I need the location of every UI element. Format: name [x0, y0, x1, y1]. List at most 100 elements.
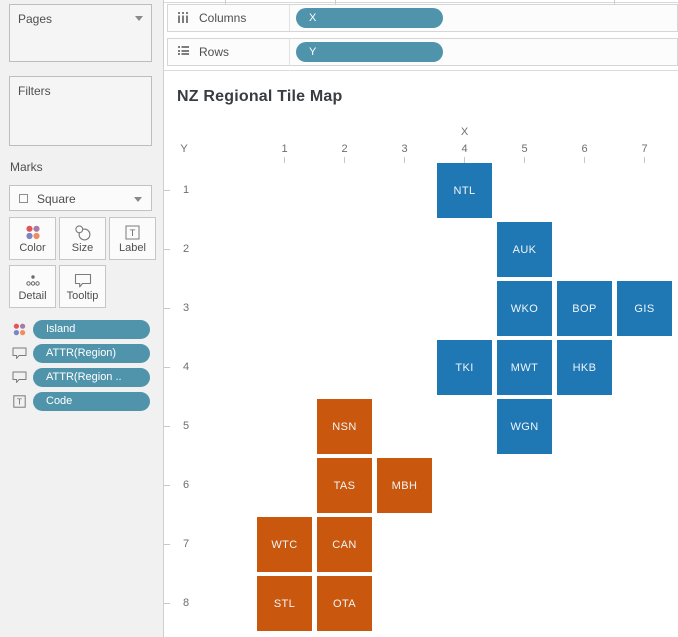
y-axis-label-4: 4	[182, 361, 190, 373]
y-axis-tick	[164, 485, 170, 486]
field-pill-attr-region[interactable]: ATTR(Region)	[33, 344, 150, 363]
color-dots-icon	[10, 218, 55, 242]
field-pill-attr-region-2[interactable]: ATTR(Region ..	[33, 368, 150, 387]
x-axis-label-3: 3	[401, 143, 408, 155]
marks-pill-row: T Code	[9, 392, 155, 411]
tile-ota[interactable]: OTA	[317, 576, 372, 631]
tile-wgn[interactable]: WGN	[497, 399, 552, 454]
label-button-label: Label	[119, 242, 146, 254]
pages-shelf-title: Pages	[18, 12, 53, 26]
detail-dots-icon	[10, 266, 55, 290]
filters-shelf-title: Filters	[18, 84, 51, 98]
field-pill-code[interactable]: Code	[33, 392, 150, 411]
x-axis-tick	[584, 157, 585, 163]
tile-mbh[interactable]: MBH	[377, 458, 432, 513]
rows-shelf-label: Rows	[199, 45, 230, 59]
rows-shelf[interactable]: Rows Y	[167, 38, 678, 66]
label-button[interactable]: T Label	[109, 217, 156, 260]
columns-pill-x[interactable]: X	[296, 8, 443, 28]
text-label-icon: T	[110, 218, 155, 242]
marks-pill-row: ATTR(Region)	[9, 344, 155, 363]
columns-shelf-label: Columns	[199, 11, 247, 25]
tile-wko[interactable]: WKO	[497, 281, 552, 336]
y-axis-tick	[164, 249, 170, 250]
sidebar: Pages Filters Marks Square Color Siz	[0, 0, 164, 637]
x-axis-tick	[524, 157, 525, 163]
x-axis-label-6: 6	[581, 143, 588, 155]
tile-ntl[interactable]: NTL	[437, 163, 492, 218]
marks-pill-row: ATTR(Region ..	[9, 368, 155, 387]
tile-bop[interactable]: BOP	[557, 281, 612, 336]
svg-text:T: T	[17, 397, 22, 407]
detail-button[interactable]: Detail	[9, 265, 56, 308]
rows-pill-y[interactable]: Y	[296, 42, 443, 62]
x-axis-title: X	[460, 126, 469, 138]
y-axis-label-7: 7	[182, 538, 190, 550]
field-pill-island[interactable]: Island	[33, 320, 150, 339]
tile-wtc[interactable]: WTC	[257, 517, 312, 572]
color-button[interactable]: Color	[9, 217, 56, 260]
square-mark-icon	[19, 194, 28, 203]
y-axis-label-8: 8	[182, 597, 190, 609]
tooltip-bubble-icon	[60, 266, 105, 290]
tile-stl[interactable]: STL	[257, 576, 312, 631]
text-label-icon: T	[10, 393, 29, 410]
pages-shelf[interactable]: Pages	[9, 4, 152, 62]
filters-shelf[interactable]: Filters	[9, 76, 152, 146]
chevron-down-icon[interactable]	[134, 197, 142, 202]
y-axis-label-2: 2	[182, 243, 190, 255]
marks-card-title: Marks	[10, 160, 43, 174]
marks-pill-row: Island	[9, 320, 155, 339]
x-axis-label-5: 5	[521, 143, 528, 155]
tile-mwt[interactable]: MWT	[497, 340, 552, 395]
y-axis-tick	[164, 367, 170, 368]
rows-icon	[178, 46, 192, 58]
size-button[interactable]: Size	[59, 217, 106, 260]
y-axis-tick	[164, 544, 170, 545]
columns-icon	[178, 12, 192, 24]
tile-nsn[interactable]: NSN	[317, 399, 372, 454]
x-axis-label-4: 4	[461, 143, 468, 155]
y-axis-tick	[164, 603, 170, 604]
mark-type-value: Square	[37, 192, 76, 206]
tooltip-bubble-icon	[10, 369, 29, 386]
y-axis-title: Y	[180, 143, 188, 155]
size-button-label: Size	[71, 242, 94, 254]
tooltip-bubble-icon	[10, 345, 29, 362]
detail-button-label: Detail	[18, 290, 47, 302]
chevron-down-icon[interactable]	[135, 16, 143, 21]
x-axis-label-2: 2	[341, 143, 348, 155]
tile-tki[interactable]: TKI	[437, 340, 492, 395]
y-axis-label-6: 6	[182, 479, 190, 491]
y-axis-label-3: 3	[182, 302, 190, 314]
x-axis-label-1: 1	[281, 143, 288, 155]
x-axis-tick	[284, 157, 285, 163]
svg-text:T: T	[130, 228, 136, 239]
toolbar-bottom-divider	[0, 2, 678, 3]
tile-gis[interactable]: GIS	[617, 281, 672, 336]
shelf-divider	[289, 39, 290, 65]
x-axis-label-7: 7	[641, 143, 648, 155]
tile-auk[interactable]: AUK	[497, 222, 552, 277]
tooltip-button-label: Tooltip	[66, 290, 99, 302]
chart-title: NZ Regional Tile Map	[177, 88, 343, 105]
shelf-divider	[289, 5, 290, 31]
tooltip-button[interactable]: Tooltip	[59, 265, 106, 308]
shelf-area-divider	[164, 70, 678, 71]
x-axis-tick	[344, 157, 345, 163]
x-axis-tick	[404, 157, 405, 163]
chart-area: NZ Regional Tile Map X Y 1 2 3 4 5 6 7 1 2 3 4 5 6 7 8…	[164, 71, 678, 637]
mark-type-dropdown[interactable]: Square	[9, 185, 152, 211]
color-dots-icon	[10, 321, 29, 338]
x-axis-tick	[644, 157, 645, 163]
y-axis-tick	[164, 426, 170, 427]
tile-tas[interactable]: TAS	[317, 458, 372, 513]
tile-can[interactable]: CAN	[317, 517, 372, 572]
size-circles-icon	[60, 218, 105, 242]
y-axis-tick	[164, 308, 170, 309]
columns-shelf[interactable]: Columns X	[167, 4, 678, 32]
y-axis-tick	[164, 190, 170, 191]
y-axis-label-1: 1	[182, 184, 190, 196]
tile-hkb[interactable]: HKB	[557, 340, 612, 395]
